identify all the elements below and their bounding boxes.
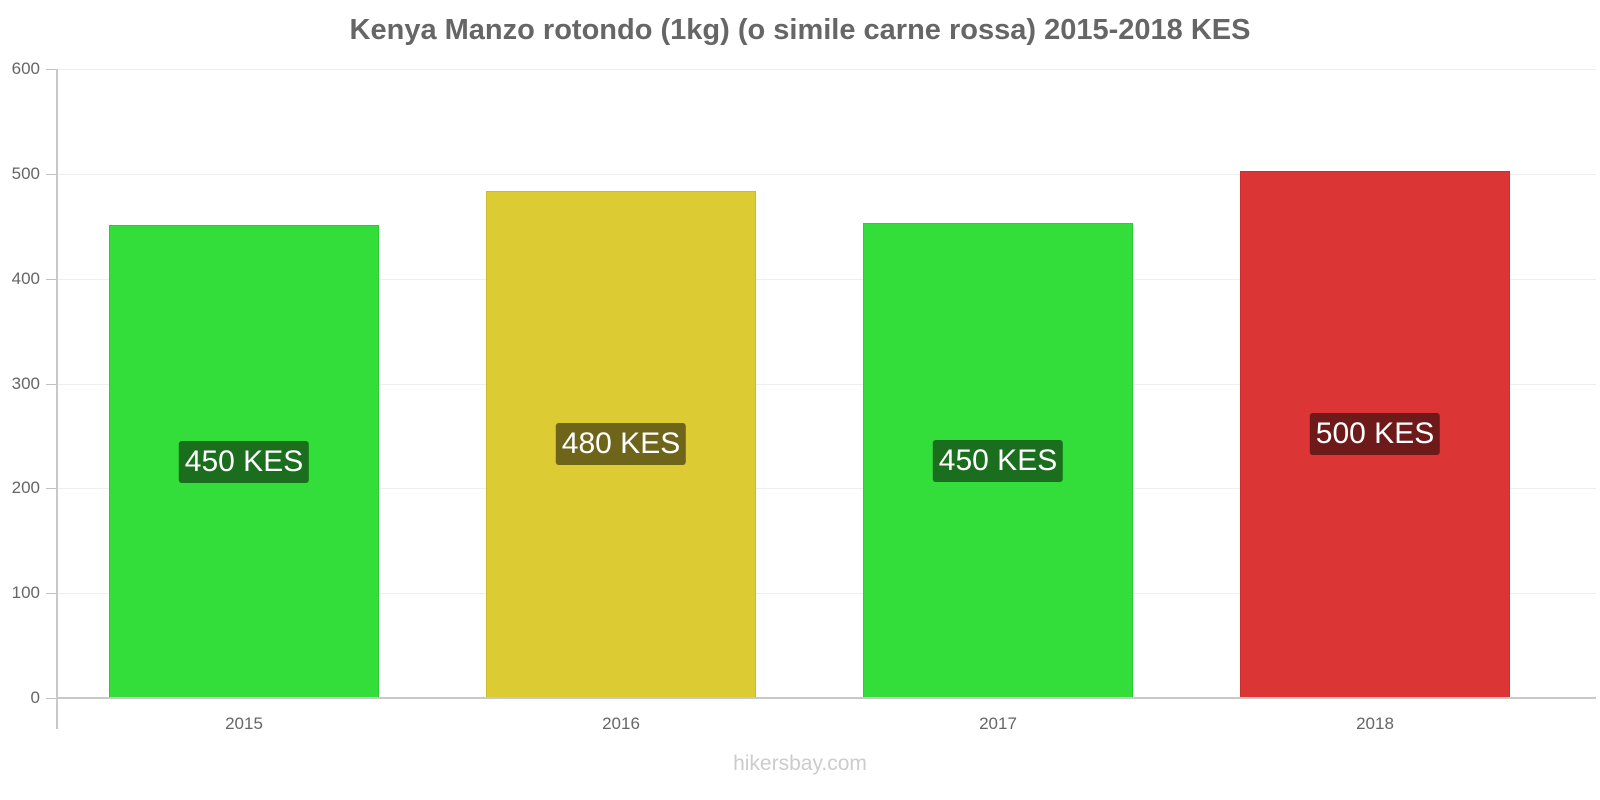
x-axis <box>56 697 1596 699</box>
gridline <box>56 69 1596 70</box>
y-tick-label: 500 <box>11 164 40 183</box>
chart-title: Kenya Manzo rotondo (1kg) (o simile carn… <box>349 14 1251 46</box>
y-tick-label: 600 <box>11 59 40 78</box>
gridline <box>56 279 1596 280</box>
data-label-2015: 450 KES <box>178 440 310 483</box>
data-label-2017: 450 KES <box>932 439 1064 482</box>
x-tick-label: 2017 <box>979 714 1017 733</box>
y-tick-label: 0 <box>30 688 40 707</box>
x-tick-label: 2015 <box>225 714 263 733</box>
gridline <box>56 488 1596 489</box>
y-tick-mark <box>46 279 56 280</box>
y-tick-mark <box>46 488 56 489</box>
data-label-2016: 480 KES <box>555 423 687 466</box>
y-tick-label: 300 <box>11 374 40 393</box>
x-tick-label: 2018 <box>1356 714 1394 733</box>
watermark: hikersbay.com <box>733 752 867 775</box>
gridline <box>56 384 1596 385</box>
y-tick-label: 400 <box>11 269 40 288</box>
y-tick-mark <box>46 69 56 70</box>
y-tick-mark <box>46 593 56 594</box>
gridline <box>56 593 1596 594</box>
x-tick-label: 2016 <box>602 714 640 733</box>
bar-2016 <box>486 190 756 698</box>
y-tick-label: 100 <box>11 583 40 602</box>
y-axis <box>56 69 58 729</box>
y-tick-mark <box>46 174 56 175</box>
gridline <box>56 174 1596 175</box>
y-tick-label: 200 <box>11 478 40 497</box>
data-label-2018: 500 KES <box>1309 413 1441 456</box>
y-tick-mark <box>46 384 56 385</box>
y-tick-mark <box>46 698 56 699</box>
